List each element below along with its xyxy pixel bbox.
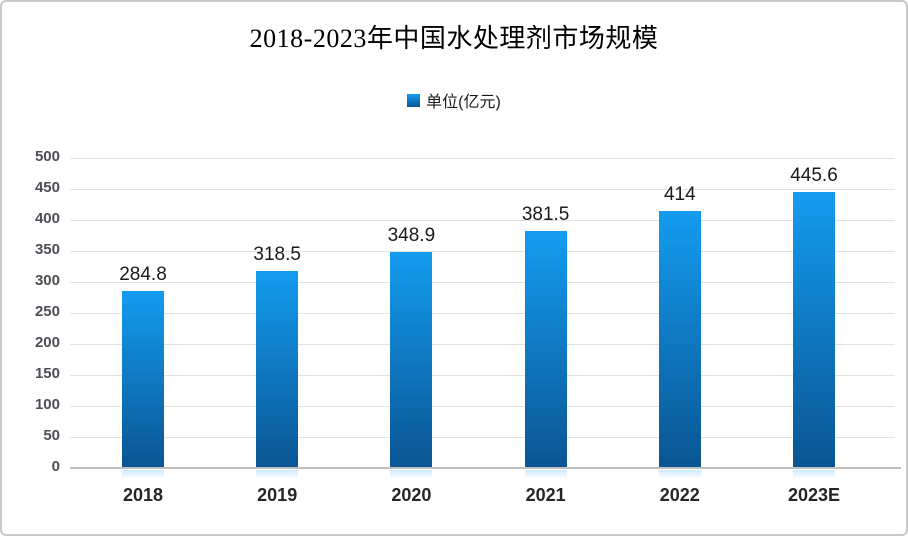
y-axis-tick-label: 0: [51, 458, 60, 475]
x-axis-tick-label: 2020: [391, 485, 432, 505]
y-axis-tick-label: 500: [34, 148, 60, 165]
bar-reflection: [658, 470, 701, 479]
bar-reflection: [122, 470, 164, 479]
bar-value-label: 414: [663, 184, 696, 206]
gridline: [70, 251, 895, 252]
bar-value-label: 348.9: [387, 224, 436, 246]
y-axis-tick-label: 450: [34, 179, 60, 196]
bar: [658, 211, 701, 468]
bar: [122, 291, 164, 468]
bar-reflection: [390, 470, 433, 479]
y-axis-tick-label: 150: [34, 365, 60, 382]
y-axis-tick-label: 300: [34, 272, 60, 289]
y-axis-tick-label: 350: [34, 241, 60, 258]
gridline: [70, 220, 895, 221]
bar-value-label: 445.6: [790, 164, 838, 186]
bar: [256, 270, 299, 468]
gridline: [70, 158, 895, 159]
gridline: [70, 406, 895, 407]
bar: [793, 191, 835, 468]
x-axis-tick-label: 2021: [525, 485, 566, 505]
legend: 单位(亿元): [2, 88, 906, 112]
bar-reflection: [524, 470, 567, 479]
bar-value-label: 284.8: [119, 264, 167, 286]
x-axis-tick-label: 2018: [122, 485, 164, 505]
bar-reflection: [793, 470, 835, 479]
x-axis-tick-label: 2023E: [787, 485, 841, 505]
x-axis-tick-label: 2019: [257, 485, 298, 505]
bar: [524, 231, 567, 468]
x-axis-tick-label: 2022: [659, 485, 700, 505]
y-axis-tick-label: 200: [34, 334, 60, 351]
y-axis-tick-label: 250: [34, 303, 60, 320]
y-axis-tick-label: 400: [34, 210, 60, 227]
chart-title: 2018-2023年中国水处理剂市场规模: [249, 24, 659, 53]
bar-reflection: [256, 470, 299, 479]
y-axis-tick-label: 50: [43, 427, 60, 444]
legend-marker-icon: [407, 93, 421, 107]
x-axis-line: [70, 467, 901, 469]
gridline: [70, 437, 895, 438]
gridline: [70, 344, 895, 345]
legend-label: 单位(亿元): [426, 94, 501, 111]
bar: [390, 251, 433, 468]
gridline: [70, 313, 895, 314]
gridline: [70, 282, 895, 283]
gridline: [70, 375, 895, 376]
bar-value-label: 381.5: [521, 204, 570, 226]
bar-value-label: 318.5: [253, 243, 301, 265]
y-axis-tick-label: 100: [34, 396, 60, 413]
gridline: [70, 189, 895, 190]
